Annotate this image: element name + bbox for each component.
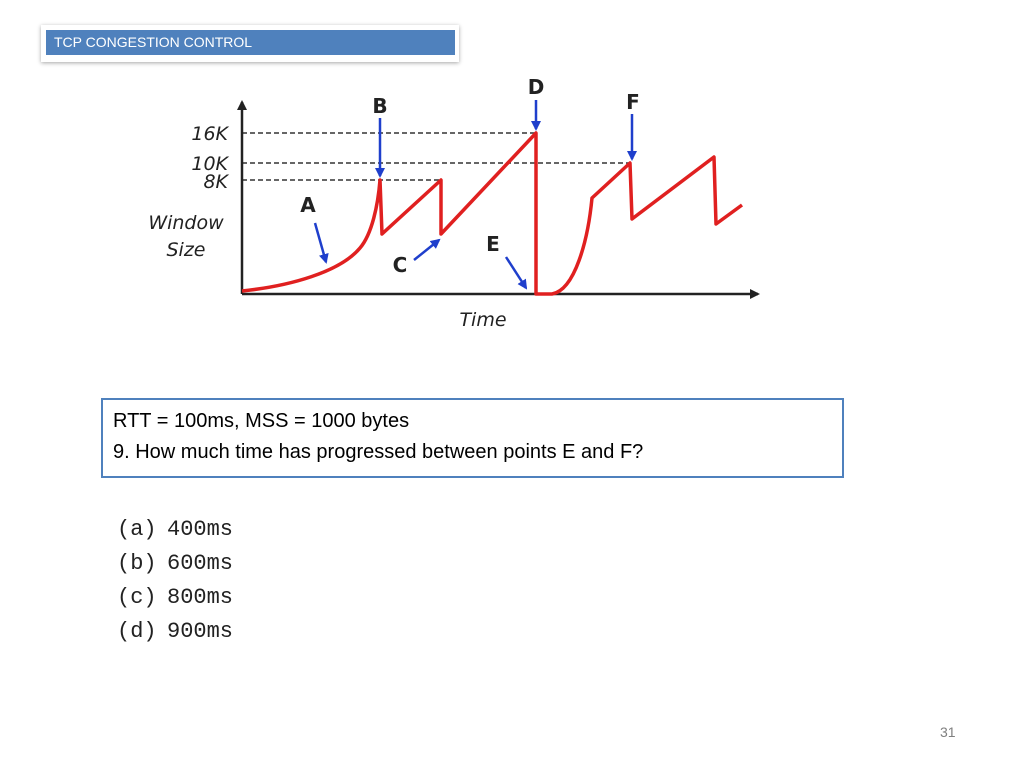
congestion-window-chart: 16K 10K 8K Window Size Time A B C D E F — [148, 75, 760, 331]
y-axis-label-line1: Window — [148, 212, 224, 234]
answer-text: 400ms — [167, 517, 234, 542]
arrow-to-c — [413, 238, 441, 261]
answer-text: 900ms — [167, 619, 234, 644]
answer-option-d[interactable]: (d) 900ms — [117, 615, 233, 649]
window-size-series — [241, 131, 744, 296]
answer-option-c[interactable]: (c) 800ms — [117, 581, 233, 615]
arrow-to-a — [313, 222, 329, 264]
y-axis-label-line2: Size — [166, 239, 205, 261]
question-given: RTT = 100ms, MSS = 1000 bytes — [113, 410, 410, 432]
answer-option-a[interactable]: (a) 400ms — [117, 513, 233, 547]
point-label-f: F — [626, 90, 640, 114]
title-bar: TCP CONGESTION CONTROL — [41, 25, 459, 62]
answer-list: (a) 400ms (b) 600ms (c) 800ms (d) 900ms — [117, 513, 233, 649]
point-label-e: E — [486, 232, 500, 256]
answer-letter: (b) — [117, 551, 157, 576]
arrow-to-e — [504, 256, 528, 290]
slide-title: TCP CONGESTION CONTROL — [46, 30, 455, 55]
answer-text: 800ms — [167, 585, 234, 610]
answer-text: 600ms — [167, 551, 234, 576]
question-box: RTT = 100ms, MSS = 1000 bytes 9. How muc… — [101, 398, 844, 478]
point-label-a: A — [300, 193, 316, 217]
answer-letter: (c) — [117, 585, 157, 610]
y-tick-label-8k: 8K — [203, 171, 229, 193]
answer-option-b[interactable]: (b) 600ms — [117, 547, 233, 581]
point-label-c: C — [393, 253, 408, 277]
y-tick-label-10k: 10K — [191, 153, 229, 175]
answer-letter: (a) — [117, 517, 157, 542]
y-tick-label-16k: 16K — [191, 123, 229, 145]
x-axis-label: Time — [459, 309, 506, 331]
point-label-b: B — [372, 94, 387, 118]
answer-letter: (d) — [117, 619, 157, 644]
point-label-d: D — [528, 75, 545, 99]
question-text: 9. How much time has progressed between … — [113, 441, 644, 463]
slide-number: 31 — [940, 724, 956, 740]
